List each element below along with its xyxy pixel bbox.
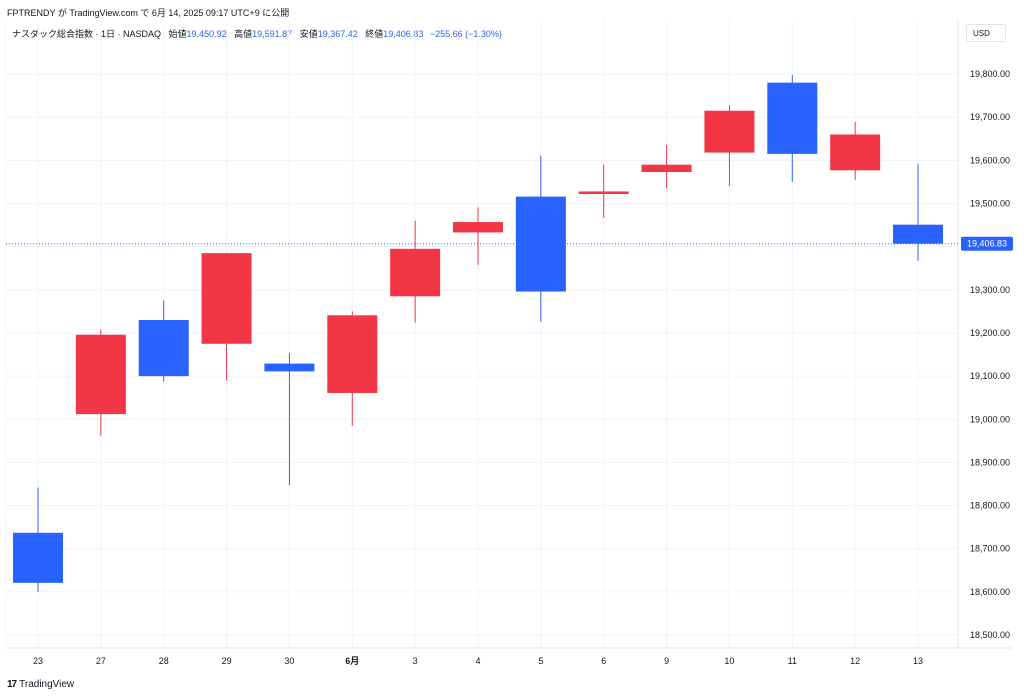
price-tick-label: 18,700.00	[970, 544, 1010, 554]
low-label: 安値	[299, 29, 318, 39]
price-tick-label: 19,500.00	[970, 199, 1010, 209]
time-tick-label: 23	[33, 656, 43, 666]
candle	[578, 164, 629, 218]
candle	[327, 311, 378, 426]
price-axis: 18,500.00 18,600.00 18,700.00 18,800.00 18,9…	[970, 69, 1010, 640]
price-tick-label: 19,600.00	[970, 155, 1010, 165]
price-tick-label: 18,500.00	[970, 630, 1010, 640]
candle	[893, 163, 943, 261]
price-tick-label: 19,100.00	[970, 371, 1010, 381]
candle	[767, 74, 818, 182]
price-tick-label: 19,700.00	[970, 112, 1010, 122]
time-tick-label: 27	[96, 656, 106, 666]
time-tick-label: 9	[664, 656, 669, 666]
close-label: 終値	[365, 29, 384, 39]
candle-body	[767, 82, 818, 154]
time-tick-label: 29	[222, 656, 232, 666]
time-tick-label: 3	[413, 656, 418, 666]
candle	[830, 121, 881, 180]
publish-info: FPTRENDY が TradingView.com で 6月 14, 2025…	[7, 8, 290, 18]
low-value: 19,367.42	[317, 29, 358, 39]
change-value: −255.66 (−1.30%)	[429, 29, 502, 39]
time-tick-label: 6	[601, 656, 606, 666]
candle	[264, 353, 315, 486]
candle	[138, 300, 189, 382]
open-label: 始値	[168, 29, 187, 39]
candle	[453, 207, 503, 265]
last-price-label: 19,406.83	[967, 239, 1007, 249]
candle	[201, 253, 252, 381]
price-tick-label: 19,300.00	[970, 285, 1010, 295]
candle	[390, 220, 441, 323]
price-tick-label: 18,900.00	[970, 457, 1010, 467]
ohlc-legend: ナスダック総合指数 · 1日 · NASDAQ 始値19,450.92 高値19…	[12, 27, 502, 40]
open-value: 19,450.92	[186, 29, 227, 39]
time-tick-label: 11	[788, 656, 797, 666]
price-tick-label: 18,600.00	[970, 587, 1010, 597]
footer-brand: 17 TradingView	[7, 679, 74, 690]
candle-body	[893, 224, 943, 244]
price-tick-label: 19,000.00	[970, 414, 1010, 424]
candle	[75, 329, 126, 436]
time-tick-label: 13	[913, 656, 923, 666]
candle-body	[264, 363, 315, 372]
price-tick-label: 18,800.00	[970, 501, 1010, 511]
time-tick-label: 30	[284, 656, 294, 666]
candle-body	[578, 191, 629, 195]
candle-body	[704, 110, 755, 153]
candle	[641, 144, 692, 189]
price-tick-label: 19,800.00	[970, 69, 1010, 79]
time-tick-label: 5	[538, 656, 543, 666]
candle-body	[75, 334, 126, 415]
price-tick-label: 19,200.00	[970, 328, 1010, 338]
candle	[515, 155, 566, 322]
last-price-marker: 19,406.83	[6, 236, 1013, 251]
close-value: 19,406.83	[383, 29, 424, 39]
brand-name: TradingView	[19, 679, 75, 690]
candle	[13, 487, 63, 592]
candle-body	[201, 253, 252, 344]
time-tick-label: 10	[724, 656, 734, 666]
candle-body	[453, 222, 503, 233]
candle-body	[390, 248, 441, 297]
candle-body	[138, 320, 189, 377]
time-axis: 23 27 28 29 30 6月 3 4 5 6 9 10 11 12 13	[33, 656, 923, 666]
last-price-badge	[961, 236, 1013, 251]
candle-body	[641, 164, 692, 173]
candle-body	[327, 315, 378, 393]
high-value: 19,591.87	[252, 29, 293, 39]
time-tick-label: 6月	[345, 656, 359, 666]
candle-body	[830, 134, 881, 171]
symbol-title: ナスダック総合指数 · 1日 · NASDAQ	[12, 29, 162, 39]
candle-body	[13, 532, 63, 583]
candle	[704, 105, 755, 187]
time-tick-label: 12	[850, 656, 860, 666]
time-tick-label: 28	[159, 656, 169, 666]
time-tick-label: 4	[475, 656, 480, 666]
tradingview-logo-icon: 17	[7, 679, 17, 690]
high-label: 高値	[234, 29, 253, 39]
currency-button[interactable]: USD	[966, 24, 1006, 42]
